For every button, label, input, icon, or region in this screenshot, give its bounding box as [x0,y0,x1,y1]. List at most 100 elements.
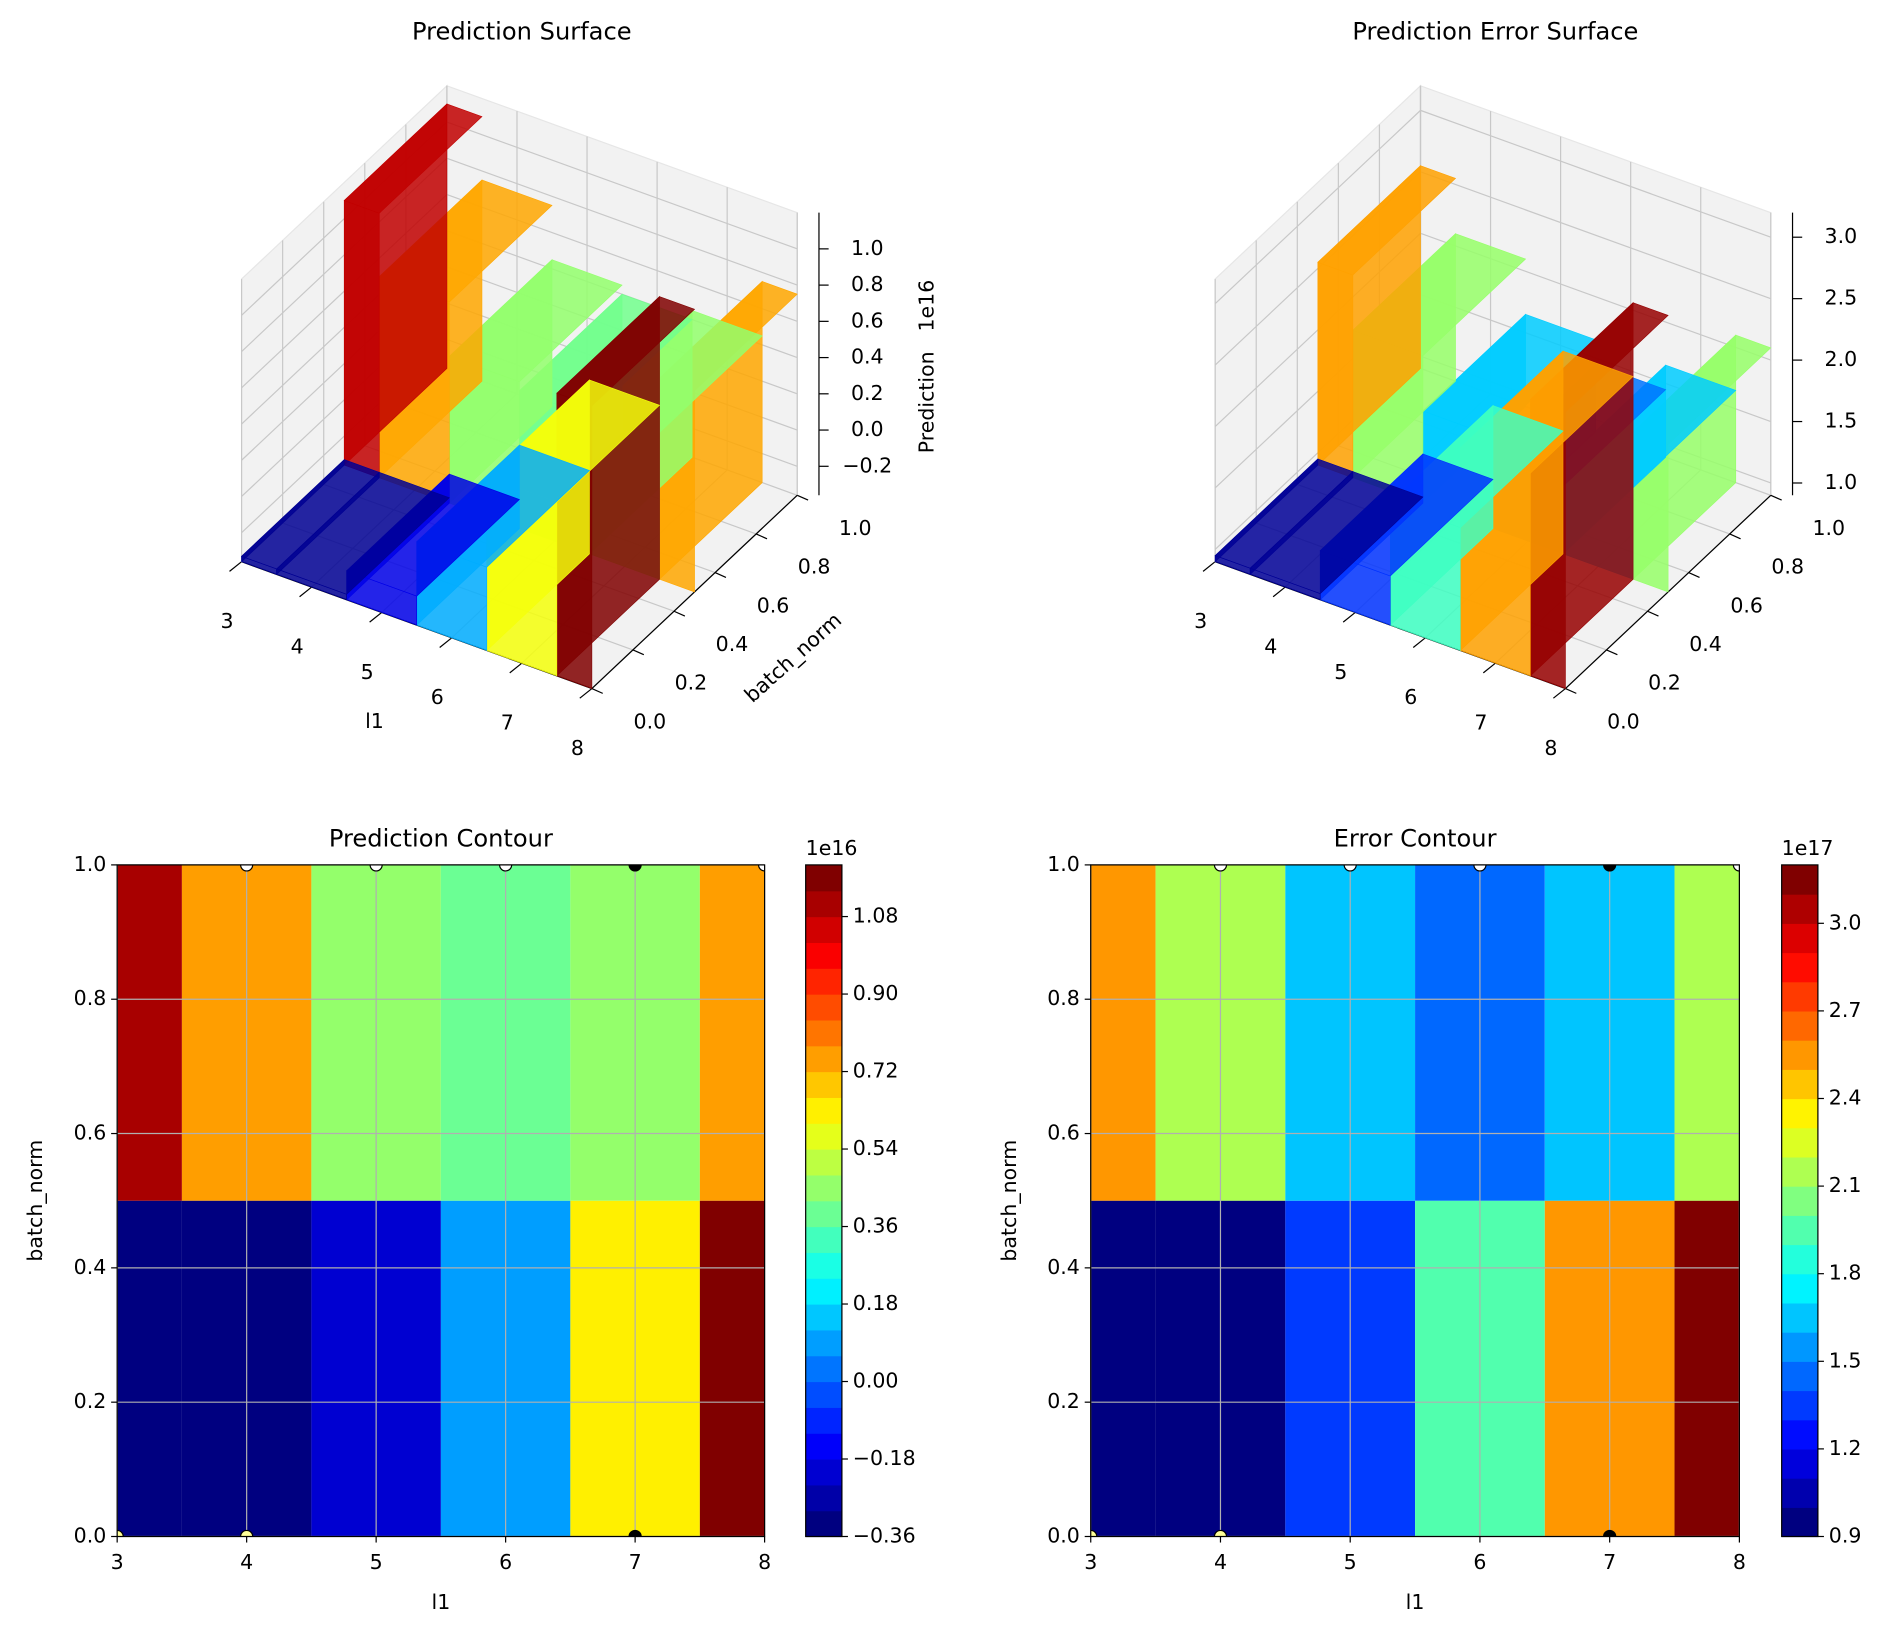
sample-point [1732,864,1740,872]
sample-point [628,1529,642,1537]
tick-mark [1770,494,1782,501]
x-tick-label: 6 [1473,1550,1486,1574]
colorbar-tick-label: −0.18 [853,1446,916,1470]
colorbar-band [805,1381,842,1408]
tick-mark [673,610,686,617]
colorbar-band [805,1071,842,1098]
colorbar-tick-label: 0.18 [853,1291,899,1315]
colorbar-band [1781,1302,1818,1333]
y-tick-label: 0.0 [1607,709,1640,733]
tick-mark [1565,687,1577,694]
x-tick-label: 8 [1544,736,1557,760]
colorbar-band [805,942,842,969]
x-axis-label: l1 [1406,1590,1425,1614]
sample-point [498,864,513,872]
tick-mark [1647,610,1659,617]
colorbar-band [1781,1478,1818,1508]
sample-point [1603,1529,1617,1537]
colorbar-band [805,1226,842,1253]
y-tick-label: 0.0 [1047,1523,1080,1547]
x-tick-label: 4 [291,634,304,658]
y-tick-label: 0.6 [1730,593,1763,617]
x-tick-label: 8 [571,736,584,760]
colorbar-band [805,994,842,1021]
x-tick-label: 6 [1404,685,1417,709]
y-tick-label: 0.4 [74,1255,107,1279]
colorbar-band [1781,1390,1818,1421]
y-axis-label: batch_norm [740,608,847,707]
colorbar-tick-label: 2.1 [1829,1173,1862,1197]
tick-mark [1482,662,1496,674]
x-tick-label: 5 [370,1550,383,1574]
colorbar-band [1781,1361,1818,1392]
contour-cell [1090,1200,1156,1537]
chart-title: Prediction Error Surface [1352,18,1638,46]
y-tick-label: 1.0 [839,516,872,540]
sample-point [369,864,383,872]
colorbar-band [805,968,842,995]
colorbar-band [1781,1098,1818,1129]
colorbar-band [805,1097,842,1124]
z-tick-label: 0.6 [851,308,884,332]
x-tick-label: 3 [1194,609,1207,633]
surface-face [343,200,380,479]
z-tick-label: 2.0 [1825,347,1858,371]
colorbar-band [1781,1156,1818,1187]
tick-mark [755,533,768,540]
sample-point [1213,1529,1228,1537]
tick-mark [1552,688,1566,699]
colorbar-band [1781,1507,1818,1538]
colorbar-tick-label: 2.4 [1829,1085,1862,1109]
y-tick-label: 0.4 [716,632,749,656]
z-tick-label: 0.2 [851,381,884,405]
tick-mark [579,688,593,699]
colorbar-tick-label: 1.8 [1829,1261,1862,1285]
colorbar-band [805,1484,842,1512]
tick-mark [229,561,242,572]
colorbar-band [805,1510,842,1538]
y-tick-label: 0.6 [1047,1121,1080,1145]
tick-mark [632,649,645,656]
colorbar-band [1781,1332,1818,1362]
surface-face [1317,165,1457,276]
z-tick-label: 3.0 [1825,224,1858,248]
colorbar-band [805,1355,842,1383]
y-tick-label: 0.0 [634,709,667,733]
y-tick-label: 0.4 [1689,632,1722,656]
sample-point [1603,864,1617,872]
colorbar-tick-label: 0.90 [853,981,899,1005]
contour-cell [1674,1200,1740,1537]
y-tick-label: 1.0 [1812,516,1845,540]
colorbar-band [805,1123,842,1150]
tick-mark [714,572,727,578]
colorbar-band [805,864,842,892]
x-tick-label: 6 [431,685,444,709]
contour-cell [699,1200,765,1537]
contour-cell [117,864,182,1201]
sample-point [240,1529,254,1537]
tick-mark [1729,533,1741,540]
colorbar-band [805,1149,842,1176]
y-tick-label: 0.8 [1771,555,1804,579]
colorbar-band [805,1045,842,1073]
colorbar-band [1781,894,1818,924]
surface-face [241,459,380,570]
y-tick-label: 0.2 [675,671,708,695]
y-tick-label: 0.8 [1047,986,1080,1010]
z-tick-label: 0.4 [851,345,884,369]
colorbar-band [805,1433,842,1460]
x-tick-label: 7 [629,1550,642,1574]
sample-point [1473,864,1487,872]
x-tick-label: 4 [240,1550,253,1574]
x-tick-label: 7 [1474,711,1487,735]
colorbar-band [1781,1127,1818,1158]
tick-mark [1606,649,1618,656]
x-tick-label: 8 [758,1550,771,1574]
colorbar-band [805,1304,842,1331]
colorbar-band [1781,864,1818,895]
colorbar-band [1781,1273,1818,1304]
tick-mark [299,586,313,598]
y-tick-label: 1.0 [74,852,107,876]
colorbar-tick-label: 1.2 [1829,1436,1862,1460]
